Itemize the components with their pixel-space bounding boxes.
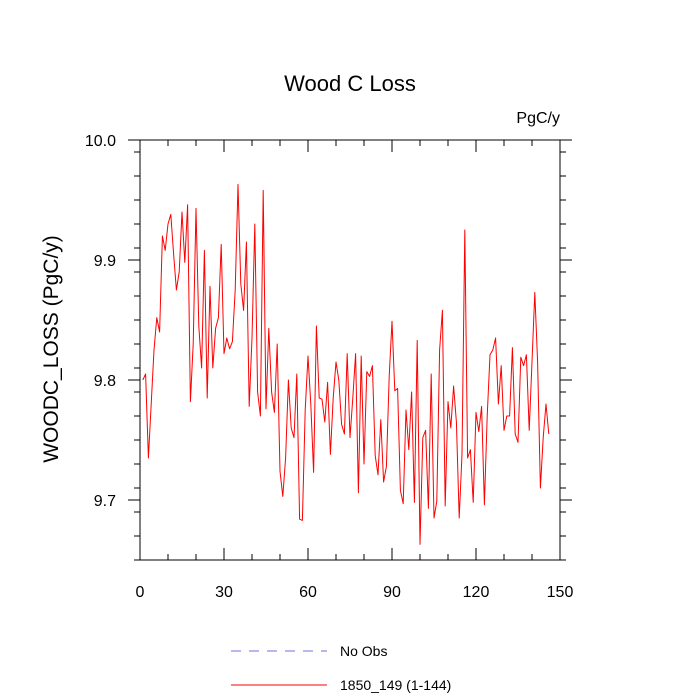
- y-axis-label: WOODC_LOSS (PgC/y): [40, 235, 63, 463]
- legend-label-1850-149: 1850_149 (1-144): [340, 677, 451, 693]
- x-tick-label: 30: [215, 584, 233, 601]
- axis-tick-labels: 0 30 60 90 120 150 9.7 9.8 9.9 10.0: [85, 133, 574, 601]
- y-tick-label: 9.7: [94, 493, 116, 510]
- x-tick-label: 0: [136, 584, 145, 601]
- chart-title: Wood C Loss: [284, 71, 416, 96]
- y-tick-label: 9.9: [94, 253, 116, 270]
- x-tick-label: 60: [299, 584, 317, 601]
- x-tick-label: 120: [463, 584, 490, 601]
- series-line: [142, 183, 550, 545]
- y-tick-label: 9.8: [94, 373, 116, 390]
- legend: No Obs 1850_149 (1-144): [231, 643, 451, 693]
- y-tick-label: 10.0: [85, 133, 116, 150]
- x-tick-label: 90: [383, 584, 401, 601]
- series-lines: [142, 183, 550, 545]
- units-label: PgC/y: [516, 110, 560, 127]
- plot-frame: [139, 139, 561, 561]
- x-tick-label: 150: [547, 584, 574, 601]
- legend-label-no-obs: No Obs: [340, 643, 387, 659]
